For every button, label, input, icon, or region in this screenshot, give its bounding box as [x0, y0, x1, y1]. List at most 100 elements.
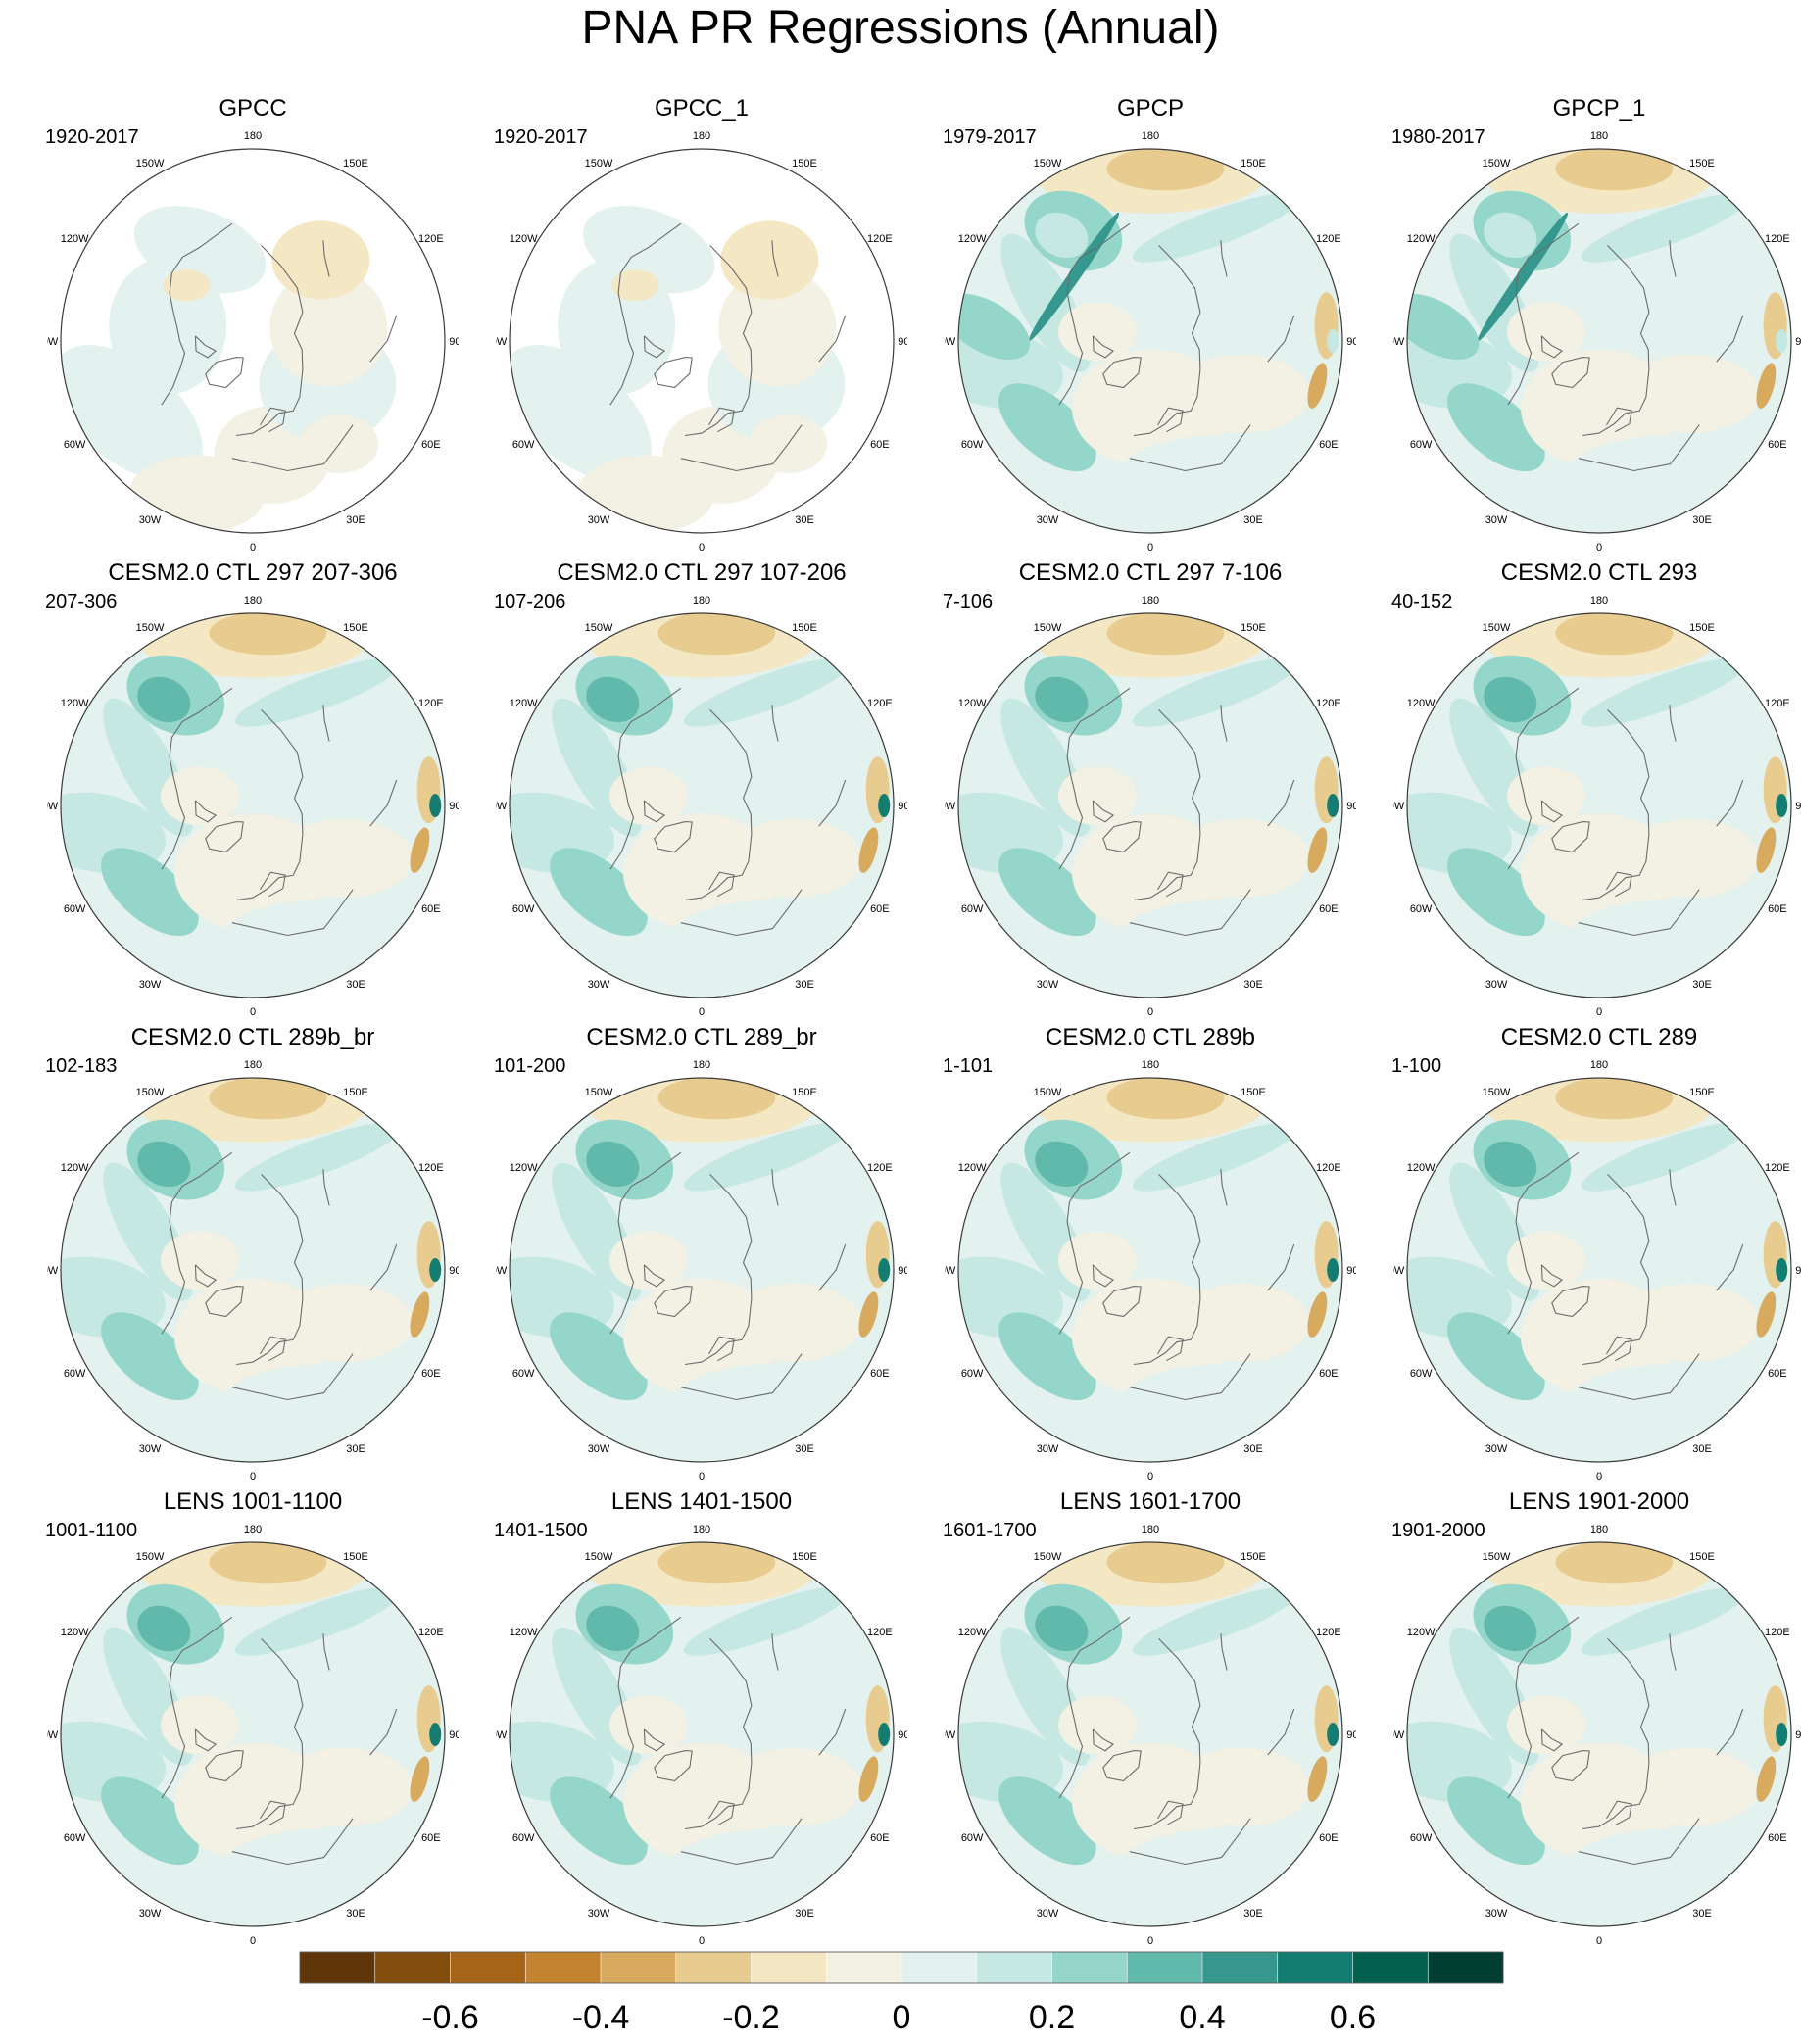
longitude-label: 150E [792, 1087, 817, 1098]
longitude-label: 60E [1768, 1368, 1787, 1380]
longitude-label: 30W [1485, 1908, 1508, 1920]
panel-period: 107-206 [494, 591, 566, 612]
map-field [1407, 1542, 1791, 1926]
longitude-label: 120W [510, 698, 538, 709]
longitude-label: 60W [512, 903, 535, 915]
longitude-label: 60W [1410, 903, 1433, 915]
longitude-label: 180 [1142, 1059, 1159, 1071]
longitude-label: 90W [496, 1265, 508, 1277]
longitude-label: 150W [136, 158, 165, 170]
longitude-label: 120W [510, 1162, 538, 1174]
map-field [510, 149, 894, 533]
colorbar-swatch [450, 1951, 527, 1984]
longitude-label: 150W [1483, 622, 1511, 634]
longitude-label: 150E [343, 1087, 368, 1098]
panel-title: GPCC_1 [654, 95, 750, 122]
longitude-label: 120E [1316, 233, 1341, 245]
longitude-label: 150W [1483, 1087, 1511, 1098]
colorbar-tick-label: -0.6 [421, 1999, 479, 2036]
longitude-label: 0 [1596, 1935, 1602, 1946]
longitude-label: 60E [1768, 439, 1787, 451]
panel-title: CESM2.0 CTL 289 [1500, 1024, 1698, 1050]
colorbar-tick-label: 0.2 [1029, 1999, 1075, 2036]
longitude-label: 60W [64, 1832, 86, 1844]
map-field [510, 613, 894, 998]
longitude-label: 60W [512, 1368, 535, 1380]
longitude-label: 150W [1034, 622, 1062, 634]
longitude-label: 30W [588, 979, 610, 991]
longitude-label: 90W [1393, 336, 1405, 348]
map-field [958, 149, 1342, 533]
longitude-label: 0 [699, 1471, 705, 1482]
longitude-label: 60W [1410, 439, 1433, 451]
longitude-label: 150E [343, 1551, 368, 1563]
map-panel: GPCP 180 150E 120E 90E 60E 30E 0 30W 60W 90W 120W 15… [935, 94, 1366, 553]
colorbar-swatch [1352, 1951, 1430, 1984]
longitude-label: 0 [250, 1471, 256, 1482]
longitude-label: 90E [1795, 801, 1801, 812]
longitude-label: 150W [1483, 1551, 1511, 1563]
colorbar-swatch [1201, 1951, 1279, 1984]
longitude-label: 120E [867, 698, 893, 709]
longitude-label: 150W [585, 158, 613, 170]
longitude-label: 30E [1243, 1908, 1263, 1920]
map-panel: CESM2.0 CTL 297 107-206 180 150E 120E 90E 60E… [486, 559, 917, 1017]
longitude-label: 180 [244, 130, 262, 142]
longitude-label: 90E [1346, 801, 1356, 812]
longitude-label: 120E [1316, 1162, 1341, 1174]
longitude-label: 30E [346, 1908, 365, 1920]
map-field [1407, 1078, 1791, 1462]
longitude-label: 30W [588, 1908, 610, 1920]
longitude-label: 90E [898, 801, 907, 812]
polar-map: 180 150E 120E 90E 60E 30E 0 30W 60W 90W 120W 150W [945, 595, 1356, 1017]
longitude-label: 90W [1393, 1265, 1405, 1277]
panel-title: CESM2.0 CTL 297 207-306 [108, 560, 398, 586]
longitude-label: 150W [1034, 158, 1062, 170]
colorbar-swatch [1126, 1951, 1203, 1984]
panel-period: 1901-2000 [1391, 1520, 1485, 1541]
longitude-label: 150E [1241, 1551, 1266, 1563]
longitude-label: 60W [64, 903, 86, 915]
longitude-label: 30E [1243, 514, 1263, 526]
panel-title: CESM2.0 CTL 297 107-206 [557, 560, 847, 586]
longitude-label: 180 [244, 1524, 262, 1535]
colorbar-swatch [299, 1951, 376, 1984]
longitude-label: 30W [588, 514, 610, 526]
longitude-label: 90E [898, 336, 907, 348]
panel-period: 101-200 [494, 1055, 566, 1077]
colorbar-swatch [900, 1951, 978, 1984]
longitude-label: 90W [496, 1729, 508, 1741]
polar-map: 180 150E 120E 90E 60E 30E 0 30W 60W 90W 120W 150W [1393, 1524, 1801, 1946]
longitude-label: 0 [1596, 542, 1602, 553]
longitude-label: 150E [1689, 158, 1715, 170]
longitude-label: 30E [795, 979, 814, 991]
longitude-label: 60W [961, 439, 984, 451]
map-panel: LENS 1901-2000 180 150E 120E 90E 60E 30E 0 30W 60… [1384, 1487, 1801, 1946]
polar-map: 180 150E 120E 90E 60E 30E 0 30W 60W 90W 120W 150W [47, 1059, 459, 1482]
longitude-label: 90E [449, 801, 459, 812]
colorbar-swatch [600, 1951, 677, 1984]
longitude-label: 60W [512, 1832, 535, 1844]
longitude-label: 0 [699, 542, 705, 553]
polar-map: 180 150E 120E 90E 60E 30E 0 30W 60W 90W 120W 150W [945, 130, 1356, 553]
longitude-label: 120W [958, 1162, 987, 1174]
longitude-label: 120W [1407, 1627, 1436, 1638]
map-field [958, 1542, 1342, 1926]
longitude-label: 60W [1410, 1832, 1433, 1844]
longitude-label: 120W [510, 1627, 538, 1638]
panel-title: CESM2.0 CTL 293 [1500, 560, 1698, 586]
colorbar-swatch [374, 1951, 452, 1984]
longitude-label: 180 [1590, 595, 1608, 607]
longitude-label: 0 [1147, 1471, 1153, 1482]
panel-period: 40-152 [1391, 591, 1453, 612]
longitude-label: 30W [1037, 979, 1059, 991]
longitude-label: 150W [585, 622, 613, 634]
map-panel: CESM2.0 CTL 289b_br 180 150E 120E 90E 60E 30E 0… [37, 1023, 468, 1482]
longitude-label: 30W [1485, 514, 1508, 526]
panel-title: CESM2.0 CTL 289_br [586, 1024, 817, 1050]
panel-period: 207-306 [45, 591, 118, 612]
longitude-label: 60W [961, 903, 984, 915]
panel-title: CESM2.0 CTL 297 7-106 [1018, 560, 1283, 586]
longitude-label: 60W [64, 1368, 86, 1380]
longitude-label: 120E [418, 1162, 444, 1174]
